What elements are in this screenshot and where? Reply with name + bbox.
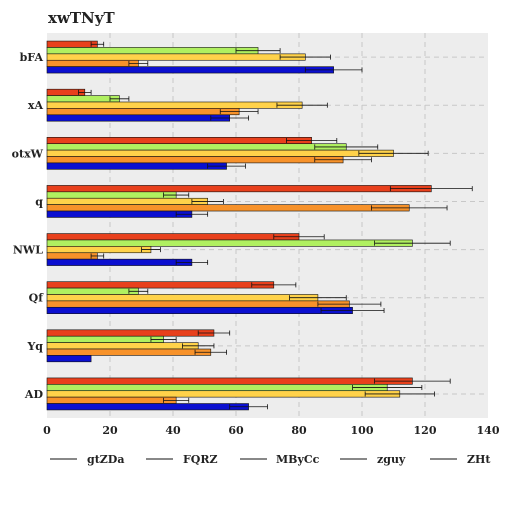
y-tick-label: bFA: [20, 51, 44, 64]
legend-label: zguy: [377, 453, 406, 466]
bar: [46, 40, 98, 48]
y-axis-ticks: bFA xA otxW q NWL Qf Yq AD: [12, 51, 45, 401]
bar: [46, 47, 259, 55]
legend-label: FQRZ: [183, 453, 218, 466]
bar: [46, 95, 120, 103]
bar: [46, 377, 413, 385]
x-tick-label: 120: [414, 424, 437, 437]
x-tick-label: 100: [351, 424, 374, 437]
bar: [46, 137, 312, 145]
y-tick-label: q: [35, 195, 43, 208]
bar: [46, 156, 344, 164]
bar: [46, 348, 212, 356]
bar: [46, 281, 275, 289]
bar: [46, 258, 193, 266]
y-tick-label: Qf: [29, 292, 45, 305]
bar: [46, 403, 249, 411]
bar: [46, 355, 92, 363]
x-tick-label: 60: [228, 424, 244, 437]
bar: [46, 252, 98, 260]
bar: [46, 390, 401, 398]
y-tick-label: xA: [28, 99, 44, 112]
bar: [46, 185, 432, 193]
bar: [46, 53, 306, 61]
legend-label: gtZDa: [87, 453, 124, 466]
bar: [46, 384, 388, 392]
bar: [46, 300, 350, 308]
bar: [46, 329, 215, 337]
legend: gtZDa FQRZ MByCc zguy ZHt: [50, 453, 491, 466]
bar: [46, 143, 347, 151]
bars-group: [46, 40, 473, 411]
y-tick-label: Yq: [26, 340, 43, 353]
x-tick-label: 40: [165, 424, 181, 437]
bar: [46, 101, 303, 109]
x-axis-ticks: 0 20 40 60 80 100 120 140: [43, 424, 500, 437]
legend-label: MByCc: [276, 453, 320, 466]
bar: [46, 191, 177, 199]
bar: [46, 294, 319, 302]
bar: [46, 59, 139, 67]
bar: [46, 204, 410, 212]
bar: [46, 210, 193, 218]
x-tick-label: 20: [102, 424, 118, 437]
x-tick-label: 80: [291, 424, 307, 437]
bar: [46, 335, 164, 343]
bar: [46, 114, 230, 122]
bar: [46, 239, 413, 247]
bar: [46, 233, 300, 241]
bar: [46, 396, 177, 404]
bar: [46, 197, 208, 205]
chart-title: xwTNyT: [48, 9, 115, 27]
bar: [46, 246, 152, 254]
bar: [46, 108, 240, 116]
bar: [46, 66, 334, 74]
x-tick-label: 140: [477, 424, 500, 437]
y-tick-label: otxW: [12, 147, 44, 160]
bar: [46, 149, 394, 157]
legend-label: ZHt: [467, 453, 491, 466]
bar: [46, 162, 227, 170]
plot-area: [47, 33, 488, 418]
x-tick-label: 0: [43, 424, 51, 437]
bar: [46, 342, 199, 350]
bar: [46, 287, 139, 295]
y-tick-label: NWL: [13, 244, 43, 257]
bar: [46, 306, 353, 314]
y-tick-label: AD: [24, 388, 44, 401]
